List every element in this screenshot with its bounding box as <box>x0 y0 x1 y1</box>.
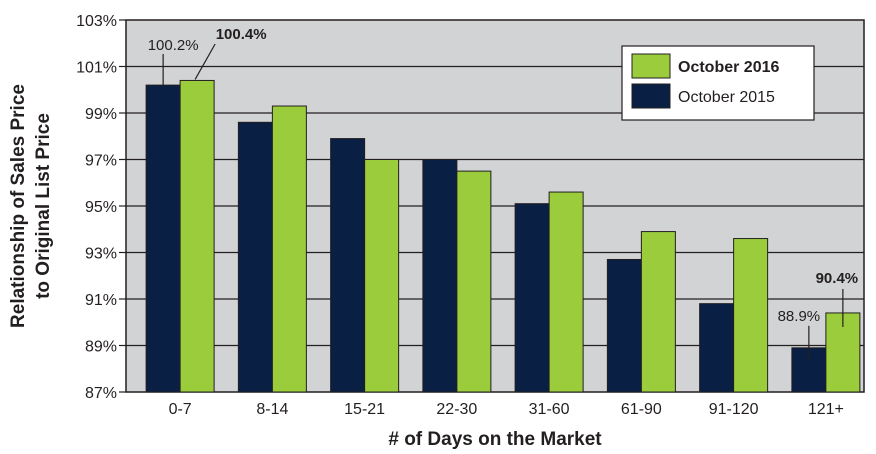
bar <box>271 105 307 393</box>
y-axis-title-line-1: Relationship of Sales Price <box>8 84 29 328</box>
y-tick-label: 89% <box>85 339 117 356</box>
y-axis-title-line-2: to Original List Price <box>33 113 54 299</box>
y-axis-ticks: 87% 89% 91% 93% 95% 97% 99% 101% 103% <box>76 13 126 402</box>
bar <box>179 79 215 393</box>
bar <box>364 159 400 393</box>
bar <box>548 191 584 393</box>
x-tick-label: 15-21 <box>344 401 385 418</box>
bar <box>640 231 676 393</box>
bar <box>514 203 550 393</box>
y-tick-label: 95% <box>85 199 117 216</box>
legend-label: October 2016 <box>678 59 779 76</box>
legend-swatch <box>631 83 671 109</box>
bar <box>456 170 492 393</box>
x-tick-label: 61-90 <box>621 401 662 418</box>
bars <box>145 79 861 393</box>
annotation-leader <box>194 43 216 80</box>
y-tick-label: 99% <box>85 106 117 123</box>
bar <box>330 138 366 393</box>
x-tick-label: 22-30 <box>436 401 477 418</box>
bar <box>606 258 642 393</box>
x-axis-title: # of Days on the Market <box>388 429 602 450</box>
x-tick-label: 0-7 <box>169 401 192 418</box>
legend-label: October 2015 <box>678 89 775 106</box>
y-tick-label: 93% <box>85 246 117 263</box>
x-tick-label: 121+ <box>808 401 844 418</box>
legend: October 2016 October 2015 <box>621 45 815 121</box>
x-tick-label: 8-14 <box>256 401 288 418</box>
y-tick-label: 91% <box>85 292 117 309</box>
y-tick-label: 97% <box>85 153 117 170</box>
x-tick-label: 31-60 <box>529 401 570 418</box>
data-label: 90.4% <box>816 270 859 287</box>
y-tick-label: 87% <box>85 385 117 402</box>
bar <box>237 121 273 393</box>
data-label: 100.4% <box>216 26 267 43</box>
annotations: 100.2% 100.4% 88.9% 90.4% <box>148 26 858 360</box>
x-tick-label: 91-120 <box>709 401 759 418</box>
legend-swatch <box>631 53 671 79</box>
data-label: 100.2% <box>148 37 199 54</box>
bar <box>699 303 735 393</box>
y-tick-label: 103% <box>76 13 117 30</box>
bar <box>145 84 181 393</box>
x-axis-ticks: 0-7 8-14 15-21 22-30 31-60 61-90 91-120 121+ <box>169 401 844 418</box>
y-tick-label: 101% <box>76 60 117 77</box>
data-label: 88.9% <box>778 308 821 325</box>
bar <box>733 238 769 393</box>
bar <box>422 159 458 393</box>
